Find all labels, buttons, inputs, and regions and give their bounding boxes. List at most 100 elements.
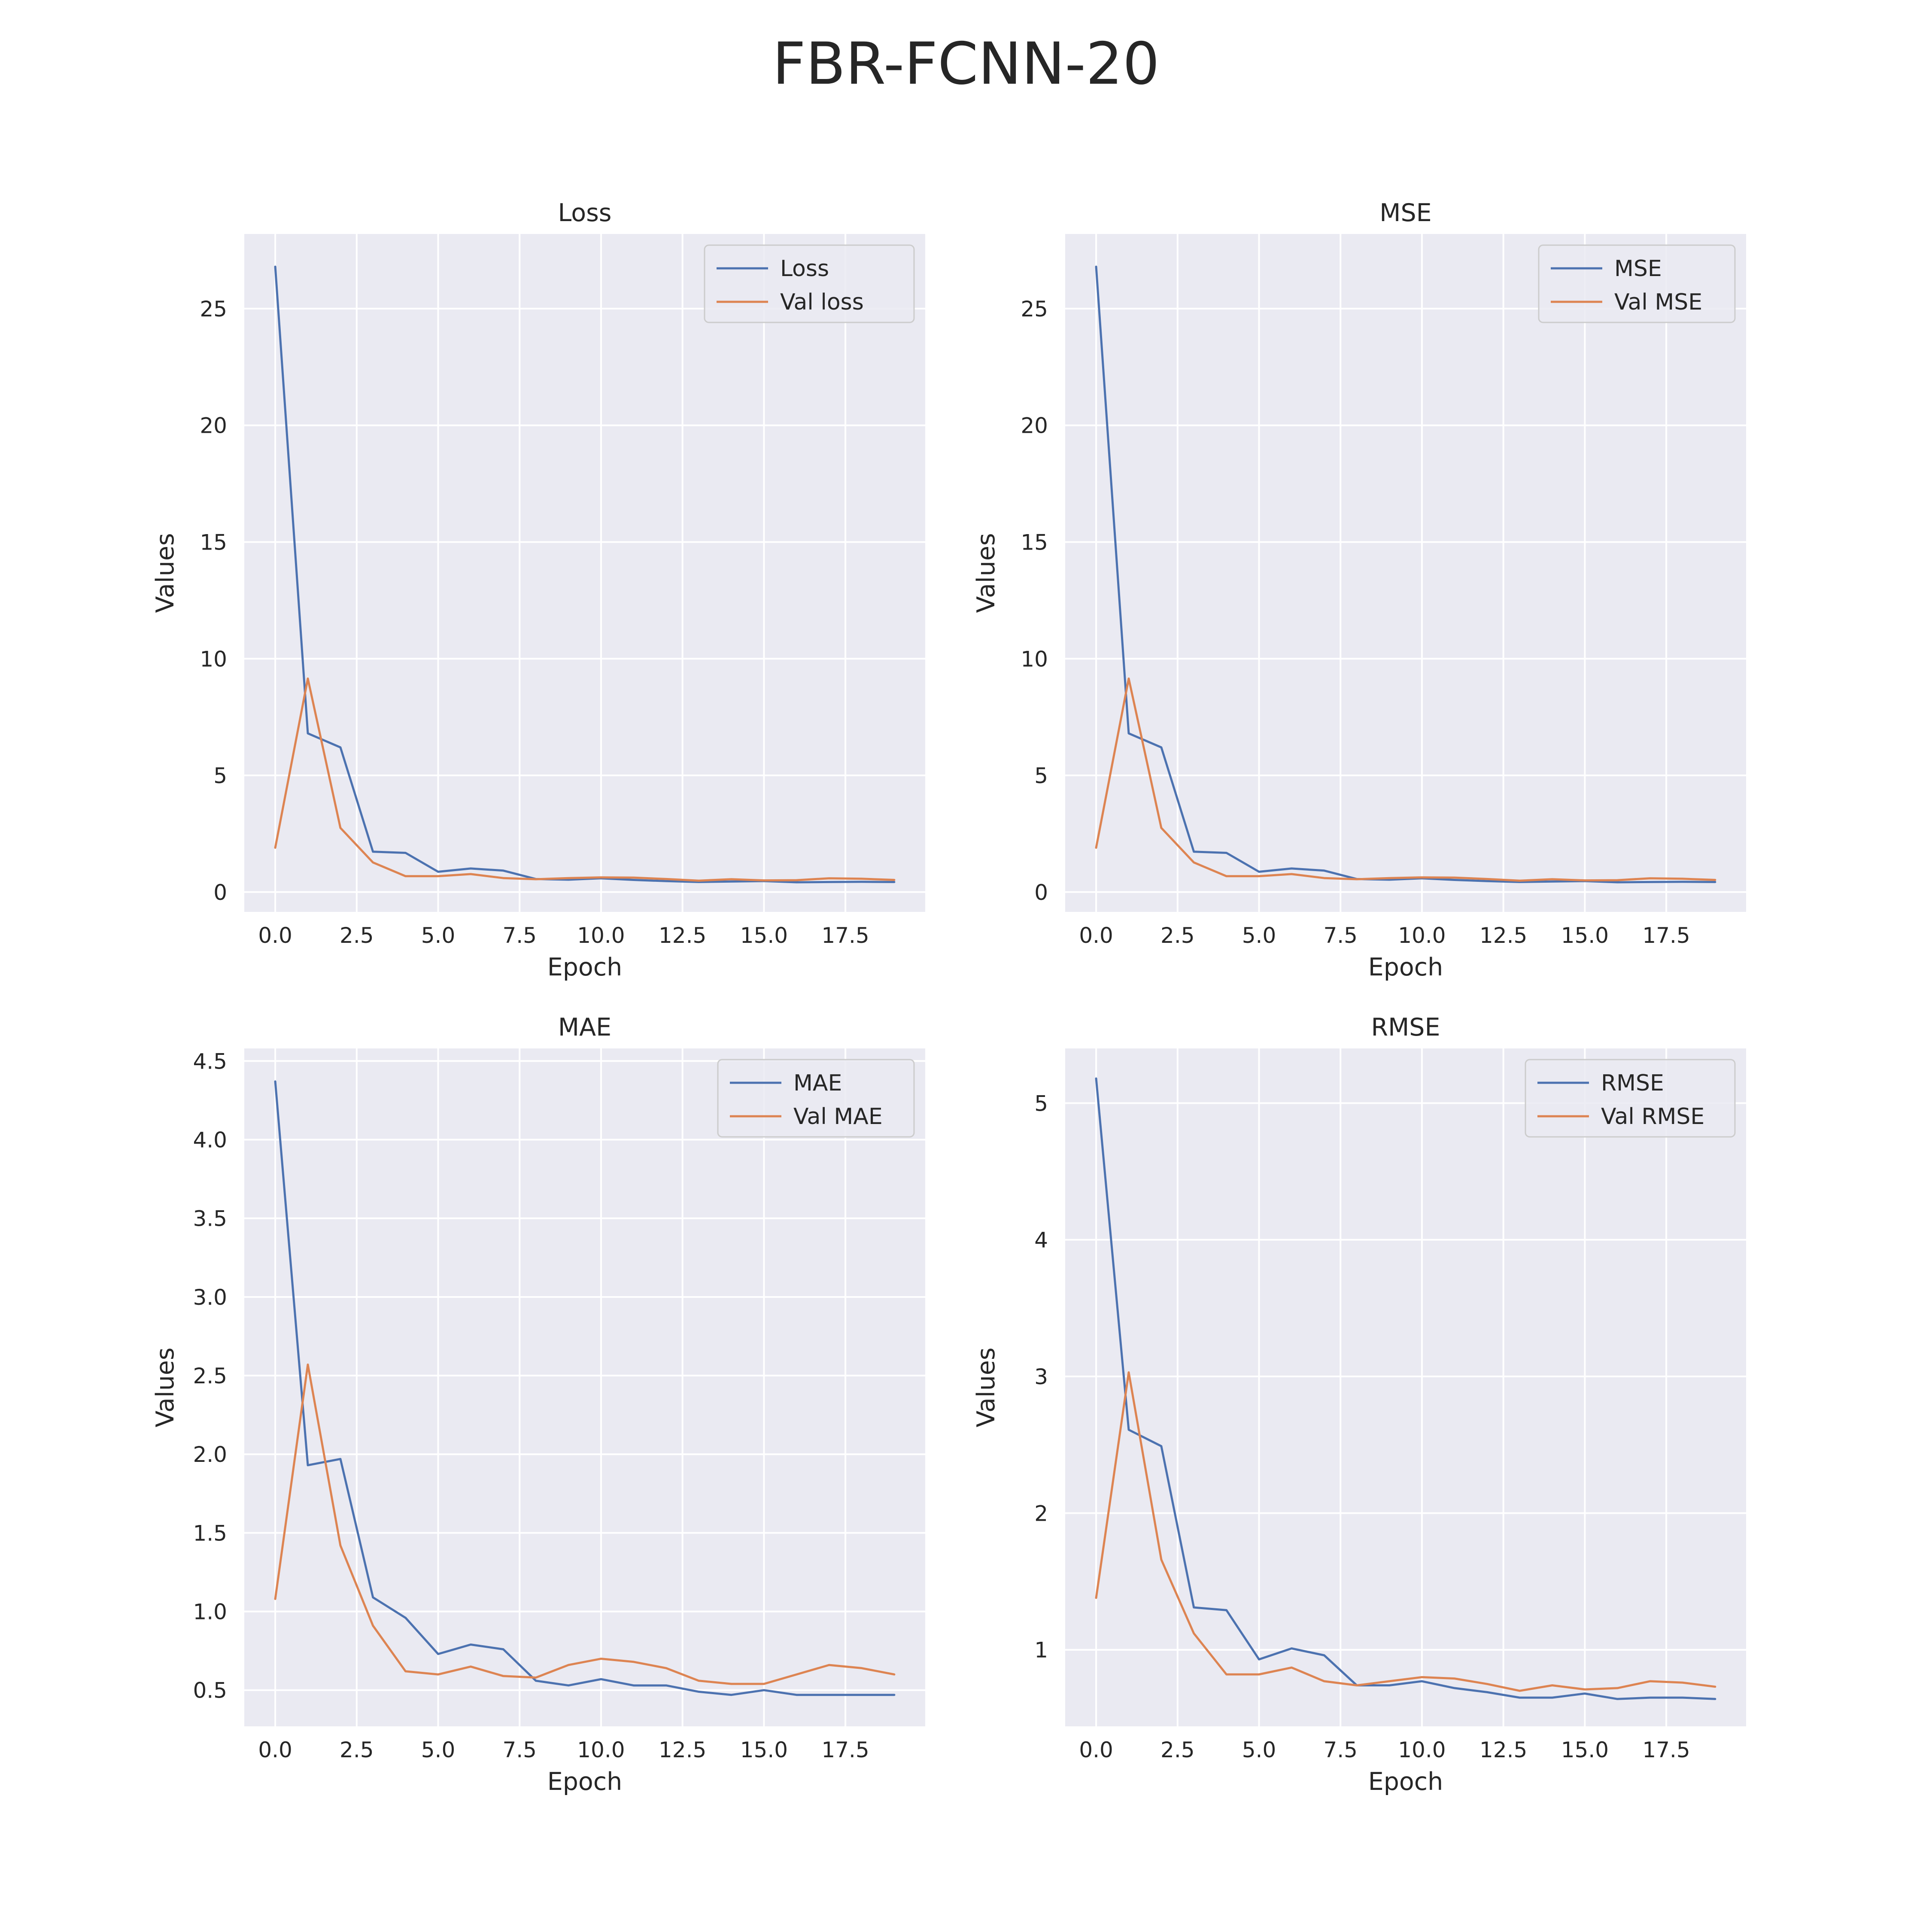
y-tick-label: 2: [1034, 1501, 1048, 1526]
legend-label: RMSE: [1601, 1070, 1664, 1096]
y-tick-label: 4.5: [193, 1049, 227, 1074]
data-point: [1291, 868, 1292, 869]
subplot-mae: 0.0 2.5 5.0 7.5 10.0 12.5 15.0 17.5 0.5 1.0 1.5 2.0…: [151, 1013, 925, 1796]
x-tick-label: 7.5: [502, 1738, 537, 1762]
series-line: [1095, 1077, 1716, 1700]
x-tick-label: 5.0: [1242, 1738, 1276, 1762]
x-tick-label: 10.0: [577, 1738, 625, 1762]
x-tick-label: 17.5: [821, 1738, 869, 1762]
x-tick-label: 7.5: [1323, 923, 1358, 948]
y-tick-label: 20: [1021, 413, 1048, 438]
plot-area: [244, 1048, 925, 1726]
x-tick-label: 15.0: [740, 923, 788, 948]
plot-area: [244, 234, 925, 912]
series-val-mae: [274, 1363, 896, 1685]
subplot-title: MAE: [558, 1013, 611, 1042]
subplot-title: Loss: [558, 199, 611, 227]
y-tick-label: 25: [200, 297, 227, 322]
y-tick-label: 0: [213, 880, 227, 905]
x-tick-label: 0.0: [258, 1738, 292, 1762]
x-axis-label: Epoch: [547, 1768, 623, 1796]
y-tick-label: 10: [1021, 647, 1048, 671]
x-tick-label: 10.0: [1398, 1738, 1446, 1762]
x-tick-label: 5.0: [421, 923, 456, 948]
figure-title: FBR-FCNN-20: [772, 30, 1160, 97]
y-tick-label: 2.0: [193, 1442, 227, 1467]
x-axis-label: Epoch: [1368, 953, 1443, 981]
subplot-title: MSE: [1379, 199, 1431, 227]
data-point: [633, 1685, 634, 1686]
y-tick-label: 1: [1034, 1638, 1048, 1663]
subplot-loss: 0.0 2.5 5.0 7.5 10.0 12.5 15.0 17.5 0 5 10 15 20 25 Lo…: [151, 199, 925, 981]
x-tick-label: 2.5: [1160, 1738, 1195, 1762]
x-axis-label: Epoch: [547, 953, 623, 981]
x-tick-label: 10.0: [577, 923, 625, 948]
legend: RMSE Val RMSE: [1525, 1059, 1736, 1138]
y-tick-label: 20: [200, 413, 227, 438]
x-axis-label: Epoch: [1368, 1768, 1443, 1796]
y-axis-label: Values: [151, 533, 179, 613]
legend-box: [717, 1059, 915, 1138]
y-tick-label: 1.0: [193, 1600, 227, 1625]
y-tick-label: 5: [213, 763, 227, 788]
data-point: [1226, 1674, 1227, 1675]
legend-label: Val MSE: [1614, 289, 1702, 315]
legend-label: Val RMSE: [1601, 1104, 1704, 1130]
legend: Loss Val loss: [704, 244, 915, 323]
y-tick-label: 0.5: [193, 1678, 227, 1703]
data-point: [503, 870, 504, 871]
x-tick-label: 2.5: [340, 1738, 374, 1762]
y-axis-label: Values: [972, 1347, 1000, 1427]
legend-label: Loss: [780, 256, 829, 282]
y-tick-label: 10: [200, 647, 227, 671]
data-point: [1617, 880, 1618, 881]
data-point: [1389, 1685, 1390, 1686]
series-line: [274, 265, 896, 884]
series-val-rmse: [1095, 1371, 1716, 1692]
data-point: [796, 882, 797, 883]
data-point: [1617, 882, 1618, 883]
y-tick-label: 5: [1034, 1091, 1048, 1116]
x-tick-label: 0.0: [258, 923, 292, 948]
series-line: [274, 1363, 896, 1685]
data-point: [731, 881, 732, 882]
x-tick-label: 0.0: [1079, 923, 1113, 948]
subplot-grid: 0.0 2.5 5.0 7.5 10.0 12.5 15.0 17.50510152025Lo…: [151, 199, 1746, 1796]
y-tick-label: 4.0: [193, 1127, 227, 1152]
series-line: [274, 677, 896, 882]
x-tick-label: 15.0: [1561, 1738, 1609, 1762]
y-tick-label: 4: [1034, 1228, 1048, 1253]
legend-label: MSE: [1614, 256, 1662, 282]
series-line: [1095, 677, 1716, 882]
legend-label: Val loss: [780, 289, 864, 315]
x-tick-label: 17.5: [1642, 1738, 1690, 1762]
series-line: [1095, 1371, 1716, 1692]
x-tick-label: 5.0: [1242, 923, 1276, 948]
data-point: [1454, 1678, 1455, 1679]
y-tick-label: 15: [1021, 530, 1048, 555]
series-loss: [274, 265, 896, 884]
x-tick-label: 15.0: [1561, 923, 1609, 948]
x-tick-label: 2.5: [340, 923, 374, 948]
x-tick-label: 15.0: [740, 1738, 788, 1762]
y-axis-label: Values: [972, 533, 1000, 613]
x-tick-label: 0.0: [1079, 1738, 1113, 1762]
x-tick-label: 17.5: [1642, 923, 1690, 948]
y-axis-label: Values: [151, 1347, 179, 1427]
x-tick-label: 10.0: [1398, 923, 1446, 948]
y-tick-label: 15: [200, 530, 227, 555]
series-line: [274, 1080, 896, 1696]
y-tick-label: 25: [1021, 297, 1048, 322]
subplot-title: RMSE: [1371, 1013, 1440, 1042]
x-tick-label: 12.5: [659, 1738, 706, 1762]
series-line: [1095, 265, 1716, 884]
x-tick-label: 17.5: [821, 923, 869, 948]
series-val-mse: [1095, 677, 1716, 882]
data-point: [796, 880, 797, 881]
series-val-loss: [274, 677, 896, 882]
y-tick-label: 5: [1034, 763, 1048, 788]
plot-area: [1065, 234, 1746, 912]
x-tick-label: 7.5: [502, 923, 537, 948]
legend-label: Val MAE: [793, 1104, 883, 1130]
x-tick-label: 5.0: [421, 1738, 456, 1762]
